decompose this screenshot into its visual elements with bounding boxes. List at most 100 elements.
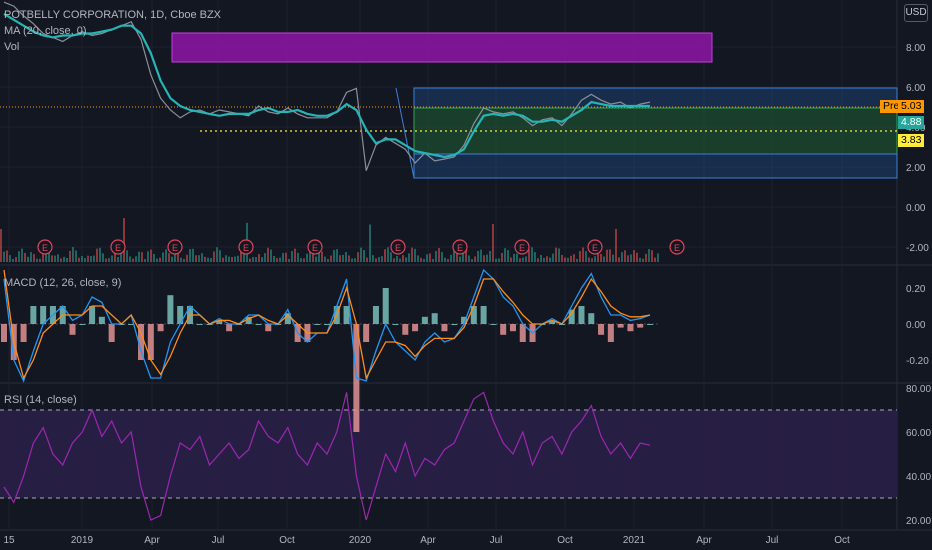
- volume-bar: [402, 255, 404, 262]
- x-tick-label: Oct: [557, 535, 573, 546]
- earnings-marker[interactable]: [238, 239, 254, 255]
- macd-histogram-bar: [226, 324, 233, 332]
- macd-histogram-bar: [382, 288, 389, 324]
- volume-bar: [54, 255, 56, 262]
- earnings-marker[interactable]: [587, 239, 603, 255]
- volume-bar: [168, 253, 170, 262]
- volume-bar: [30, 252, 32, 262]
- volume-bar: [435, 251, 437, 262]
- volume-bar: [492, 224, 494, 262]
- macd-histogram-bar: [138, 324, 145, 360]
- volume-bar: [183, 258, 185, 262]
- currency-button[interactable]: USD: [904, 4, 928, 22]
- earnings-marker-label: E: [172, 243, 178, 253]
- rsi-legend[interactable]: RSI (14, close): [4, 394, 77, 406]
- volume-bar: [375, 258, 377, 262]
- volume-bar: [543, 257, 545, 262]
- volume-bar: [81, 256, 83, 262]
- macd-legend[interactable]: MACD (12, 26, close, 9): [4, 277, 122, 289]
- volume-bar: [360, 247, 362, 262]
- macd-tick-label: 0.20: [906, 284, 926, 295]
- volume-bar: [165, 249, 167, 262]
- volume-bar: [228, 256, 230, 262]
- volume-bar: [426, 254, 428, 262]
- macd-histogram-bar: [627, 324, 634, 332]
- macd-histogram-bar: [314, 324, 321, 325]
- volume-bar: [234, 256, 236, 262]
- volume-bar: [606, 249, 608, 262]
- macd-histogram-bar: [372, 306, 379, 324]
- macd-histogram-bar: [89, 306, 96, 324]
- volume-bar: [603, 256, 605, 262]
- volume-bar: [291, 251, 293, 262]
- volume-bar: [312, 253, 314, 262]
- volume-bar: [555, 247, 557, 262]
- volume-bar: [600, 253, 602, 262]
- earnings-marker[interactable]: [390, 239, 406, 255]
- earnings-marker[interactable]: [514, 239, 530, 255]
- ma-legend[interactable]: MA (20, close, 0): [4, 25, 87, 37]
- volume-legend[interactable]: Vol: [4, 41, 20, 53]
- ma-price-tag: 4.88: [898, 116, 925, 129]
- volume-bar: [552, 253, 554, 262]
- volume-bar: [108, 258, 110, 262]
- volume-bar: [624, 250, 626, 262]
- price-tick-label: 8.00: [906, 43, 926, 54]
- earnings-marker[interactable]: [167, 239, 183, 255]
- volume-bar: [495, 258, 497, 262]
- volume-bar: [516, 253, 518, 262]
- volume-bar: [60, 258, 62, 262]
- volume-bar: [225, 255, 227, 262]
- volume-bar: [333, 249, 335, 262]
- volume-bar: [99, 247, 101, 262]
- volume-bar: [186, 254, 188, 262]
- earnings-marker[interactable]: [307, 239, 323, 255]
- volume-bar: [579, 251, 581, 262]
- x-tick-label: Apr: [420, 535, 436, 546]
- volume-bar: [39, 258, 41, 262]
- macd-histogram-bar: [79, 324, 86, 325]
- volume-bar: [654, 257, 656, 262]
- volume-bar: [477, 250, 479, 262]
- earnings-marker[interactable]: [110, 239, 126, 255]
- volume-bar: [330, 255, 332, 262]
- macd-histogram-bar: [343, 306, 350, 324]
- volume-bar: [258, 254, 260, 262]
- volume-bar: [486, 254, 488, 262]
- signal-line: [3, 269, 651, 380]
- rsi-line: [3, 391, 651, 521]
- volume-bar: [558, 248, 560, 262]
- volume-bar: [399, 258, 401, 262]
- volume-bar: [309, 250, 311, 262]
- volume-bar: [78, 257, 80, 262]
- volume-bar: [216, 247, 218, 262]
- macd-histogram-bar: [451, 324, 458, 325]
- volume-bar: [417, 255, 419, 262]
- macd-histogram-bar: [578, 306, 585, 324]
- volume-bar: [534, 252, 536, 262]
- rsi-tick-label: 20.00: [906, 516, 931, 527]
- symbol-legend[interactable]: POTBELLY CORPORATION, 1D, Cboe BZX: [4, 9, 222, 21]
- earnings-marker-label: E: [115, 243, 121, 253]
- volume-bar: [294, 248, 296, 262]
- volume-bar: [519, 258, 521, 262]
- volume-bar: [270, 249, 272, 262]
- volume-bar: [345, 252, 347, 262]
- volume-bar: [456, 253, 458, 262]
- volume-bar: [462, 250, 464, 262]
- earnings-marker[interactable]: [452, 239, 468, 255]
- volume-bar: [180, 257, 182, 262]
- earnings-marker[interactable]: [37, 239, 53, 255]
- macd-histogram-bar: [461, 316, 468, 324]
- earnings-marker[interactable]: [669, 239, 685, 255]
- volume-bar: [201, 253, 203, 262]
- macd-histogram-bar: [568, 309, 575, 324]
- volume-bar: [141, 252, 143, 262]
- volume-bar: [630, 254, 632, 262]
- volume-bar: [447, 258, 449, 262]
- volume-bar: [414, 248, 416, 262]
- volume-bar: [441, 251, 443, 262]
- volume-bar: [396, 256, 398, 262]
